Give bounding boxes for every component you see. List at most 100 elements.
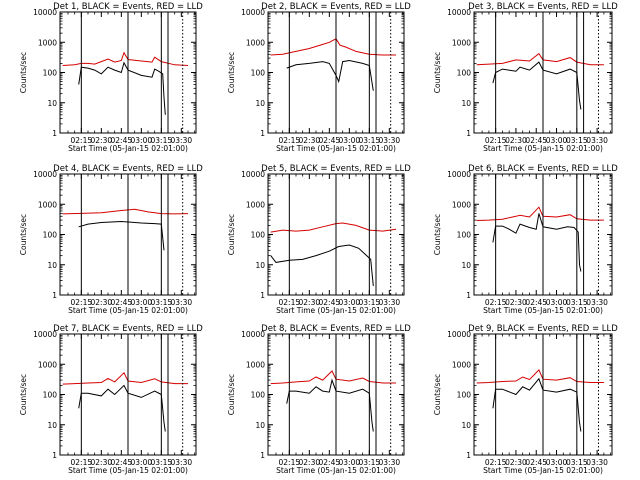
y-tick-label: 10 — [461, 421, 471, 430]
x-tick-label: 02:15 — [279, 298, 301, 307]
x-tick-label: 03:00 — [546, 136, 568, 145]
y-tick-label: 10 — [255, 421, 265, 430]
panel-det-3: Det 3, BLACK = Events, RED = LLD Counts/s… — [433, 2, 618, 153]
y-axis-label: Counts/sec — [433, 52, 442, 93]
x-tick-label: 03:00 — [131, 458, 153, 467]
y-tick-label: 10 — [47, 261, 57, 270]
x-tick-label: 02:15 — [485, 298, 507, 307]
x-tick-label: 03:15 — [566, 298, 588, 307]
x-tick-label: 03:30 — [379, 458, 401, 467]
panel-title: Det 6, BLACK = Events, RED = LLD — [468, 164, 618, 174]
y-axis-label: Counts/sec — [227, 214, 236, 255]
x-tick-label: 02:45 — [525, 298, 547, 307]
x-tick-label: 02:15 — [279, 136, 301, 145]
panel-title: Det 9, BLACK = Events, RED = LLD — [468, 324, 618, 334]
y-tick-label: 10000 — [33, 170, 57, 179]
y-tick-label: 1 — [260, 129, 265, 138]
x-tick-label: 02:45 — [319, 298, 341, 307]
panel-title: Det 8, BLACK = Events, RED = LLD — [261, 324, 411, 334]
plot-frame — [473, 173, 613, 296]
x-tick-label: 03:15 — [566, 458, 588, 467]
series-line-events — [78, 61, 166, 115]
y-tick-label: 1 — [466, 451, 471, 460]
plot-frame — [267, 333, 405, 456]
y-tick-label: 100 — [457, 231, 472, 240]
y-tick-label: 10 — [255, 99, 265, 108]
y-tick-label: 1000 — [38, 200, 57, 209]
x-tick-label: 03:00 — [131, 298, 153, 307]
panel-det-1: Det 1, BLACK = Events, RED = LLD Counts/s… — [19, 2, 203, 153]
series-line-events — [492, 213, 582, 272]
x-tick-label: 02:30 — [505, 136, 527, 145]
panel-det-8: Det 8, BLACK = Events, RED = LLD Counts/s… — [227, 324, 411, 475]
plot-frame — [59, 333, 197, 456]
series-line-events — [78, 384, 166, 432]
panel-title: Det 2, BLACK = Events, RED = LLD — [261, 2, 411, 12]
y-tick-label: 1000 — [38, 38, 57, 47]
x-tick-label: 02:30 — [91, 136, 113, 145]
x-tick-label: 02:15 — [485, 458, 507, 467]
y-axis-label: Counts/sec — [19, 374, 28, 415]
x-tick-label: 02:15 — [279, 458, 301, 467]
x-axis-label: Start Time (05-Jan-15 02:01:00) — [483, 466, 603, 475]
y-tick-label: 100 — [251, 391, 266, 400]
y-axis-label: Counts/sec — [19, 214, 28, 255]
y-tick-label: 1000 — [452, 360, 471, 369]
series-line-events — [286, 59, 374, 91]
panel-title: Det 3, BLACK = Events, RED = LLD — [468, 2, 618, 12]
y-tick-label: 1000 — [452, 200, 471, 209]
x-tick-label: 03:30 — [379, 136, 401, 145]
x-tick-label: 02:30 — [91, 458, 113, 467]
y-tick-label: 10000 — [447, 8, 471, 17]
y-tick-label: 1 — [466, 291, 471, 300]
y-tick-label: 1000 — [452, 38, 471, 47]
series-line-events — [492, 377, 582, 432]
plot-frame — [473, 333, 613, 456]
series-line-lld — [62, 208, 189, 215]
y-tick-label: 100 — [457, 391, 472, 400]
y-tick-label: 1 — [260, 291, 265, 300]
y-tick-label: 1 — [52, 129, 57, 138]
x-tick-label: 03:30 — [379, 298, 401, 307]
x-tick-label: 02:30 — [505, 298, 527, 307]
x-tick-label: 03:00 — [339, 136, 361, 145]
x-axis-label: Start Time (05-Jan-15 02:01:00) — [68, 144, 188, 153]
x-tick-label: 02:15 — [71, 298, 93, 307]
x-tick-label: 03:15 — [151, 458, 173, 467]
panel-det-6: Det 6, BLACK = Events, RED = LLD Counts/s… — [433, 164, 618, 315]
x-tick-label: 03:00 — [339, 298, 361, 307]
x-tick-label: 02:45 — [111, 458, 133, 467]
series-line-lld — [62, 51, 189, 66]
panel-det-2: Det 2, BLACK = Events, RED = LLD Counts/s… — [227, 2, 411, 153]
x-tick-label: 02:30 — [505, 458, 527, 467]
y-tick-label: 10 — [47, 99, 57, 108]
y-tick-label: 1000 — [246, 360, 265, 369]
x-axis-label: Start Time (05-Jan-15 02:01:00) — [483, 144, 603, 153]
x-tick-label: 03:30 — [171, 458, 193, 467]
x-tick-label: 03:15 — [566, 136, 588, 145]
y-axis-label: Counts/sec — [433, 214, 442, 255]
x-tick-label: 02:30 — [299, 458, 321, 467]
y-tick-label: 1000 — [246, 38, 265, 47]
series-line-events — [270, 244, 374, 286]
y-tick-label: 1 — [260, 451, 265, 460]
y-axis-label: Counts/sec — [433, 374, 442, 415]
y-tick-label: 10 — [461, 261, 471, 270]
x-tick-label: 03:30 — [586, 298, 608, 307]
x-tick-label: 03:00 — [546, 458, 568, 467]
x-tick-label: 03:15 — [359, 298, 381, 307]
x-tick-label: 03:15 — [359, 136, 381, 145]
plot-frame — [59, 173, 197, 296]
x-tick-label: 02:45 — [111, 136, 133, 145]
panel-title: Det 5, BLACK = Events, RED = LLD — [261, 164, 411, 174]
x-tick-label: 02:45 — [525, 458, 547, 467]
y-tick-label: 1000 — [246, 200, 265, 209]
x-axis-label: Start Time (05-Jan-15 02:01:00) — [276, 144, 396, 153]
x-tick-label: 03:00 — [339, 458, 361, 467]
y-axis-label: Counts/sec — [19, 52, 28, 93]
x-tick-label: 03:00 — [131, 136, 153, 145]
panel-det-5: Det 5, BLACK = Events, RED = LLD Counts/s… — [227, 164, 411, 315]
x-axis-label: Start Time (05-Jan-15 02:01:00) — [276, 306, 396, 315]
y-tick-label: 10000 — [241, 170, 265, 179]
